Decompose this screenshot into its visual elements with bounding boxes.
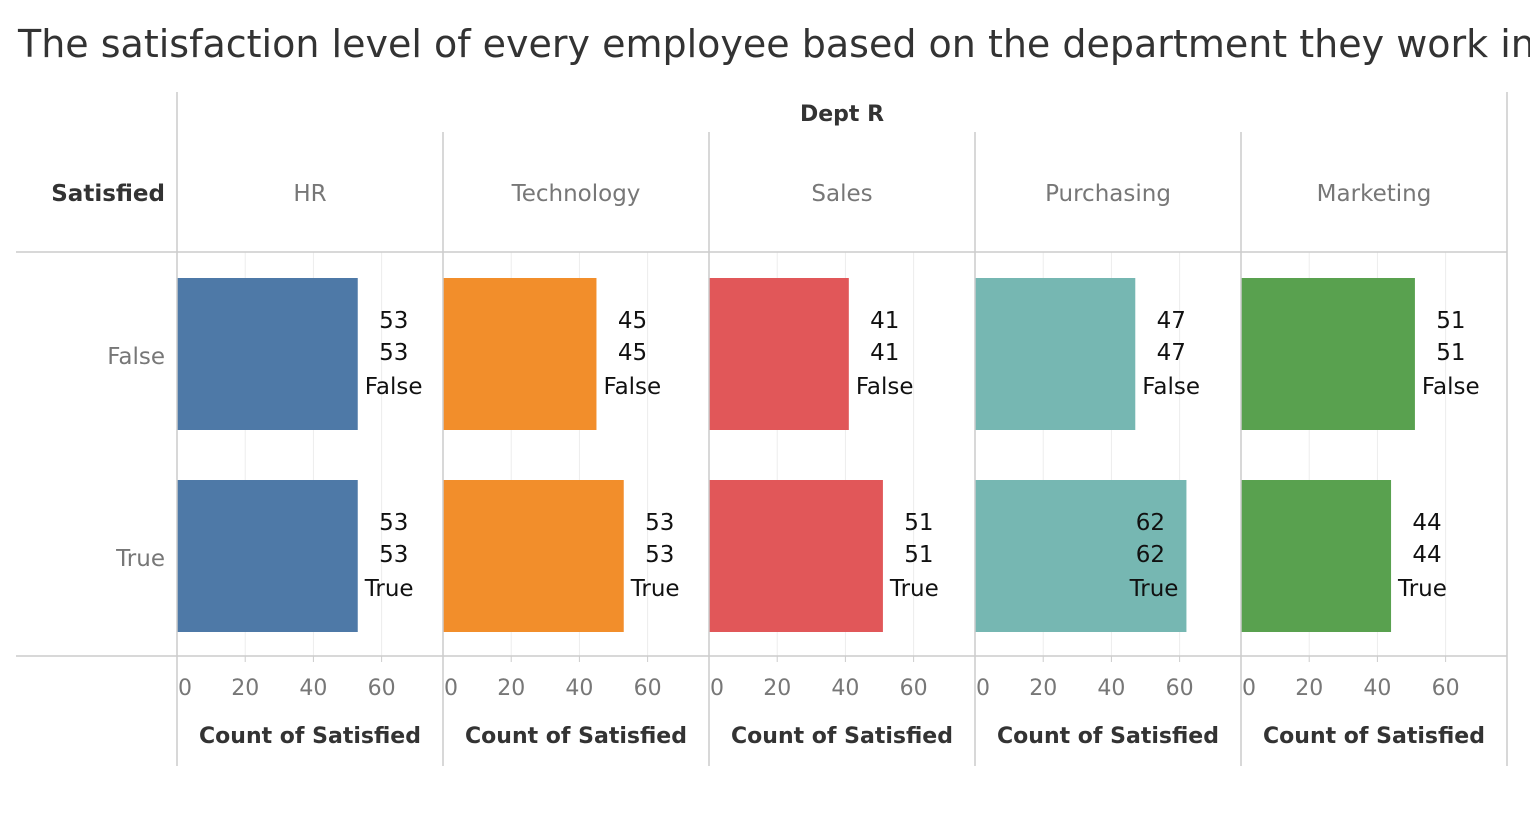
data-label-value: 62 xyxy=(1136,510,1165,536)
dept-header: Sales xyxy=(811,181,872,207)
data-label-row: True xyxy=(630,576,680,602)
bar-layer xyxy=(177,278,1415,632)
x-tick-label: 0 xyxy=(1242,676,1256,701)
x-axis-title: Count of Satisfied xyxy=(465,724,687,749)
x-tick-label: 40 xyxy=(831,676,859,701)
x-tick-label: 40 xyxy=(1097,676,1125,701)
frame-layer xyxy=(16,92,1508,766)
x-tick-label: 60 xyxy=(634,676,662,701)
bar xyxy=(975,480,1187,632)
data-label-value: 45 xyxy=(618,308,647,334)
x-tick-label: 60 xyxy=(1166,676,1194,701)
data-label-value: 53 xyxy=(379,340,408,366)
data-label-value: 53 xyxy=(379,542,408,568)
x-tick-label: 40 xyxy=(565,676,593,701)
data-label-row: False xyxy=(1142,374,1200,400)
bar xyxy=(443,278,597,430)
x-tick-label: 20 xyxy=(763,676,791,701)
dept-header: HR xyxy=(293,181,326,207)
dept-header: Technology xyxy=(511,181,641,207)
x-axis-title: Count of Satisfied xyxy=(997,724,1219,749)
x-tick-label: 40 xyxy=(1363,676,1391,701)
dept-header: Marketing xyxy=(1317,181,1432,207)
text-layer: Dept R Satisfied False True HR 0 20 40 60 Count o… xyxy=(51,102,1485,749)
data-label-value: 62 xyxy=(1136,542,1165,568)
bar xyxy=(1241,480,1392,632)
row-label: False xyxy=(107,344,165,370)
data-label-row: True xyxy=(1129,576,1179,602)
dept-header: Purchasing xyxy=(1045,181,1171,207)
data-label-row: False xyxy=(365,374,423,400)
data-label-value: 47 xyxy=(1157,308,1186,334)
data-label-row: False xyxy=(1422,374,1480,400)
data-label-value: 51 xyxy=(1436,340,1465,366)
data-label-value: 51 xyxy=(1436,308,1465,334)
data-label-value: 45 xyxy=(618,340,647,366)
data-label-row: True xyxy=(1397,576,1447,602)
x-axis-title: Count of Satisfied xyxy=(199,724,421,749)
bar xyxy=(177,278,358,430)
x-tick-label: 20 xyxy=(1295,676,1323,701)
data-label-value: 51 xyxy=(904,510,933,536)
x-tick-label: 60 xyxy=(900,676,928,701)
x-tick-label: 20 xyxy=(497,676,525,701)
x-tick-label: 40 xyxy=(299,676,327,701)
bar xyxy=(709,480,883,632)
data-label-row: True xyxy=(364,576,414,602)
data-label-value: 47 xyxy=(1157,340,1186,366)
data-label-value: 53 xyxy=(379,308,408,334)
data-label-value: 53 xyxy=(379,510,408,536)
data-label-row: True xyxy=(889,576,939,602)
bar xyxy=(177,480,358,632)
data-label-row: False xyxy=(603,374,661,400)
data-label-value: 44 xyxy=(1412,510,1441,536)
column-group-label: Dept R xyxy=(800,102,884,127)
x-tick-label: 60 xyxy=(368,676,396,701)
x-tick-label: 60 xyxy=(1432,676,1460,701)
x-tick-label: 0 xyxy=(444,676,458,701)
x-tick-label: 20 xyxy=(1029,676,1057,701)
data-label-value: 41 xyxy=(870,308,899,334)
data-label-value: 51 xyxy=(904,542,933,568)
x-tick-label: 0 xyxy=(710,676,724,701)
chart-title: The satisfaction level of every employee… xyxy=(18,22,1530,66)
x-tick-label: 0 xyxy=(178,676,192,701)
bar xyxy=(1241,278,1415,430)
x-tick-label: 20 xyxy=(231,676,259,701)
row-label: True xyxy=(115,546,165,572)
bar xyxy=(975,278,1136,430)
x-tick-label: 0 xyxy=(976,676,990,701)
x-axis-title: Count of Satisfied xyxy=(1263,724,1485,749)
data-label-value: 53 xyxy=(645,510,674,536)
data-label-row: False xyxy=(856,374,914,400)
row-header-label: Satisfied xyxy=(51,181,165,207)
x-axis-title: Count of Satisfied xyxy=(731,724,953,749)
bar xyxy=(443,480,624,632)
data-label-value: 53 xyxy=(645,542,674,568)
data-label-value: 41 xyxy=(870,340,899,366)
data-label-value: 44 xyxy=(1412,542,1441,568)
bar xyxy=(709,278,849,430)
